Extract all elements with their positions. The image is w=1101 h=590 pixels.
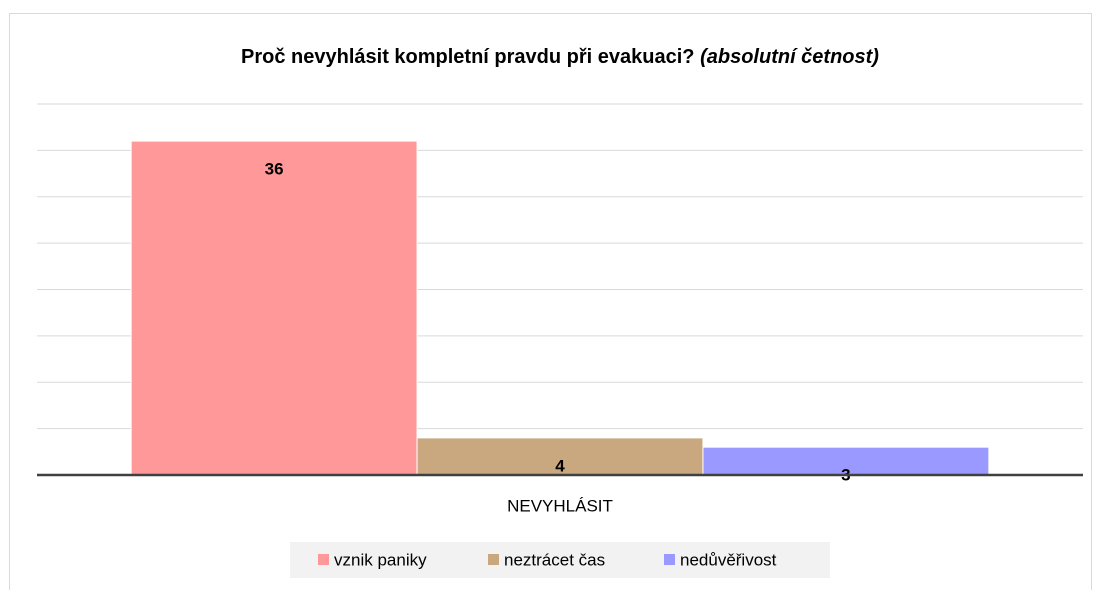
legend-label: vznik paniky: [334, 550, 427, 569]
legend-swatch: [318, 554, 329, 565]
title-suffix: (absolutní četnost): [700, 46, 879, 68]
legend-swatch: [488, 554, 499, 565]
bar: [130, 140, 418, 476]
legend-box: [290, 542, 830, 578]
chart-title: Proč nevyhlásit kompletní pravdu při eva…: [241, 46, 879, 68]
data-label: 36: [265, 160, 284, 179]
title-main: Proč nevyhlásit kompletní pravdu při eva…: [241, 46, 695, 68]
x-tick-label: NEVYHLÁSIT: [507, 496, 613, 515]
legend-swatch: [664, 554, 675, 565]
legend-label: nedůvěřivost: [680, 550, 777, 569]
data-label: 4: [555, 456, 565, 475]
legend-label: neztrácet čas: [504, 550, 605, 569]
